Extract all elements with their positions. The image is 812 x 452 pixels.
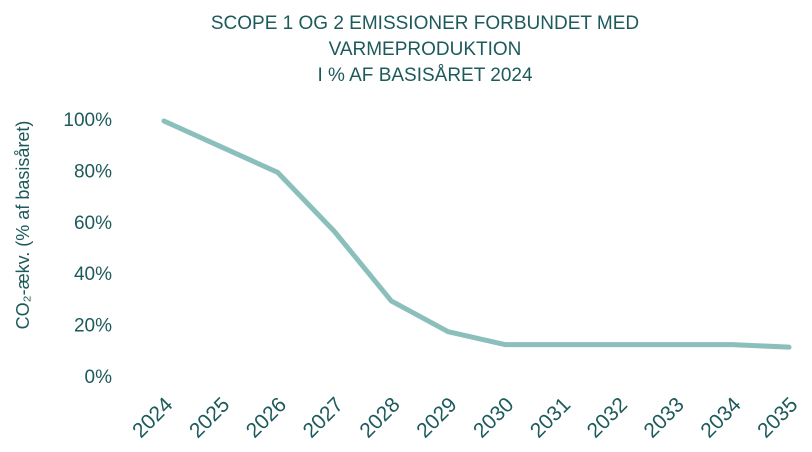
y-tick-label: 0% — [85, 367, 113, 388]
x-tick-label: 2028 — [355, 393, 404, 442]
y-axis-label: CO₂-ækv. (% af basisåret) — [13, 121, 33, 330]
y-tick-label: 40% — [74, 264, 112, 285]
y-tick-label: 60% — [74, 213, 112, 234]
chart-title: I % AF BASISÅRET 2024 — [317, 65, 533, 86]
x-tick-label: 2029 — [412, 393, 461, 442]
x-tick-label: 2035 — [753, 393, 802, 442]
x-tick-label: 2032 — [583, 393, 632, 442]
y-tick-label: 80% — [74, 161, 112, 182]
x-tick-label: 2033 — [640, 393, 689, 442]
x-tick-label: 2030 — [469, 393, 518, 442]
x-tick-label: 2025 — [185, 393, 234, 442]
y-tick-label: 20% — [74, 316, 112, 337]
line-series — [161, 118, 792, 350]
y-tick-label: 100% — [63, 110, 112, 131]
chart-title: SCOPE 1 OG 2 EMISSIONER FORBUNDET MED — [211, 13, 639, 34]
x-tick-label: 2026 — [242, 393, 291, 442]
x-tick-label: 2034 — [696, 393, 746, 443]
x-tick-label: 2031 — [526, 393, 575, 442]
x-tick-label: 2024 — [128, 393, 178, 443]
chart-title: VARMEPRODUKTION — [329, 39, 522, 60]
x-tick-label: 2027 — [299, 393, 348, 442]
